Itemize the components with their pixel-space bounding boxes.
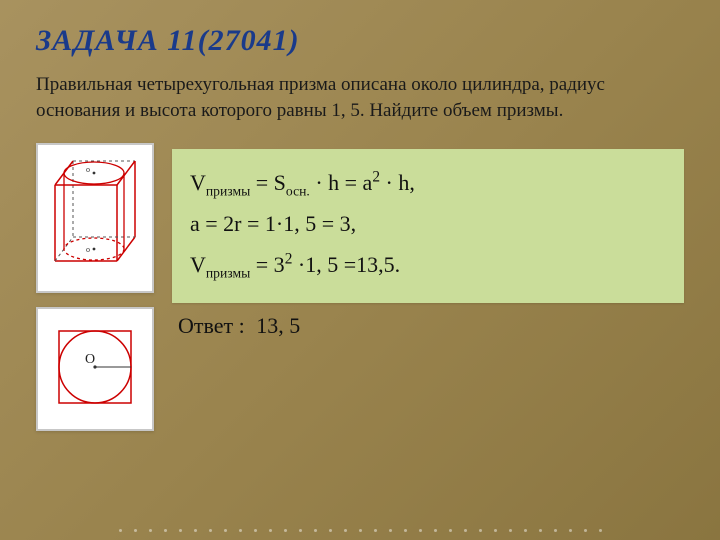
circle-svg: O bbox=[45, 317, 145, 421]
sup-2-a: 2 bbox=[372, 169, 380, 186]
bottom-dots bbox=[0, 529, 720, 532]
sub-prizmy-1: призмы bbox=[206, 184, 250, 199]
figure-circle: O bbox=[36, 307, 154, 431]
eq-a2h: · h = a bbox=[310, 170, 373, 195]
line1-end: · h, bbox=[380, 170, 415, 195]
eq-3: = 3 bbox=[250, 252, 284, 277]
v-symbol: V bbox=[190, 170, 206, 195]
figures-column: o o O bbox=[36, 143, 154, 431]
svg-text:o: o bbox=[86, 165, 90, 174]
eq-sosn: = S bbox=[250, 170, 286, 195]
sub-osn: осн. bbox=[286, 184, 310, 199]
answer-row: Ответ : 13, 5 bbox=[172, 313, 684, 339]
circle-center-label: O bbox=[85, 352, 95, 367]
slide: ЗАДАЧА 11(27041) Правильная четырехуголь… bbox=[0, 0, 720, 540]
svg-text:o: o bbox=[86, 245, 90, 254]
content-row: o o O Vпризмы = Sосн. · h = a2 · h, bbox=[36, 143, 684, 431]
sub-prizmy-2: призмы bbox=[206, 265, 250, 280]
v-symbol-2: V bbox=[190, 252, 206, 277]
math-line-2: a = 2r = 1·1, 5 = 3, bbox=[190, 204, 666, 245]
figure-prism: o o bbox=[36, 143, 154, 293]
prism-svg: o o bbox=[43, 151, 147, 285]
answer-value: 13, 5 bbox=[256, 313, 300, 338]
answer-label: Ответ : bbox=[178, 313, 245, 338]
math-block: Vпризмы = Sосн. · h = a2 · h, a = 2r = 1… bbox=[172, 149, 684, 303]
problem-statement: Правильная четырехугольная призма описан… bbox=[36, 72, 684, 123]
slide-title: ЗАДАЧА 11(27041) bbox=[36, 24, 684, 58]
math-column: Vпризмы = Sосн. · h = a2 · h, a = 2r = 1… bbox=[172, 143, 684, 339]
math-line-3: Vпризмы = 32 ·1, 5 =13,5. bbox=[190, 245, 666, 286]
math-line-1: Vпризмы = Sосн. · h = a2 · h, bbox=[190, 163, 666, 204]
line3-end: ·1, 5 =13,5. bbox=[292, 252, 400, 277]
